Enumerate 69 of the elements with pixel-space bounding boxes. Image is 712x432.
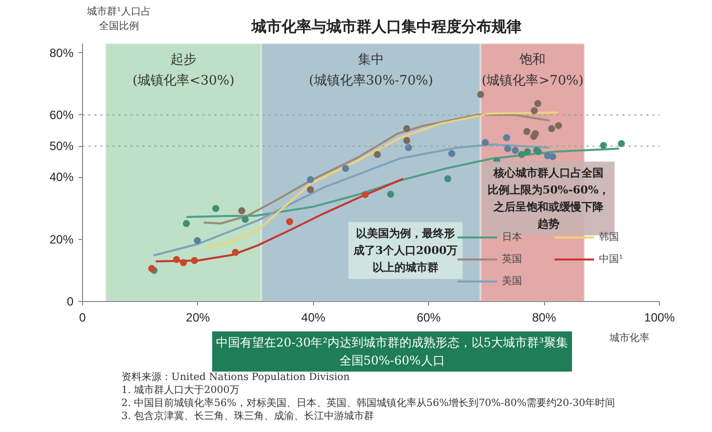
point xyxy=(306,186,314,194)
text: 1. 城市群人口大于2000万 xyxy=(121,384,240,396)
point xyxy=(173,256,180,264)
band-label: 起步(城镇化率<30%) xyxy=(132,52,234,88)
point xyxy=(180,259,187,266)
point xyxy=(194,237,201,244)
band-label: 集中(城镇化率30%-70%) xyxy=(308,52,434,88)
point xyxy=(503,134,510,142)
point xyxy=(549,153,556,160)
point xyxy=(523,128,530,135)
point xyxy=(532,130,539,138)
x-tick-label: 20% xyxy=(186,310,210,324)
x-tick-label: 60% xyxy=(416,310,442,324)
line-series xyxy=(185,148,620,218)
legend-label: 美国 xyxy=(502,274,523,288)
point xyxy=(374,150,381,158)
y-tick-label: 60% xyxy=(49,108,74,122)
y-axis-title: 城市群¹人口占全国比例 xyxy=(86,6,151,32)
point xyxy=(600,142,608,149)
point xyxy=(238,207,246,214)
point xyxy=(518,150,526,158)
point xyxy=(148,265,156,272)
point xyxy=(548,125,556,132)
text: 2. 中国目前城镇化率56%，对标美国、日本、英国、韩国城镇化率从56%增长到70%-80%需要约20-30年时间 xyxy=(121,397,616,409)
point xyxy=(286,218,294,226)
point xyxy=(362,191,369,198)
point xyxy=(232,248,239,256)
text: 3. 包含京津冀、长三角、珠三角、成渝、长江中游城市群 xyxy=(121,410,374,422)
x-tick-label: 40% xyxy=(301,310,326,324)
annotation: 以美国为例，最终形成了3个人口2000万以上的城市群 xyxy=(352,227,458,274)
point xyxy=(482,139,489,146)
y-tick-label: 20% xyxy=(49,232,74,246)
legend-label: 日本 xyxy=(502,230,523,244)
point xyxy=(444,175,452,182)
point xyxy=(190,256,198,264)
point xyxy=(512,146,519,154)
point xyxy=(477,90,484,98)
legend-label: 韩国 xyxy=(599,230,620,244)
point xyxy=(534,100,542,107)
legend-label: 中国¹ xyxy=(599,252,624,266)
legend-label: 英国 xyxy=(502,252,523,266)
x-tick-label: 0 xyxy=(79,310,86,324)
chart-title: 城市化率与城市群人口集中程度分布规律 xyxy=(250,18,522,36)
point xyxy=(405,144,412,152)
text: 资料来源：United Nations Population Division xyxy=(121,371,350,383)
y-tick-label: 40% xyxy=(49,170,74,184)
x-tick-label: 100% xyxy=(644,310,676,324)
point xyxy=(342,164,350,172)
point xyxy=(182,220,190,227)
point xyxy=(618,140,625,148)
point xyxy=(212,205,220,212)
point xyxy=(504,145,512,152)
point xyxy=(306,176,314,184)
point xyxy=(555,122,562,130)
band-label: 饱和(城镇化率>70%) xyxy=(482,52,584,88)
text: 中国有望在20-30年²内达到城市群的成熟形态，以5大城市群³聚集全国50%-60%人口 xyxy=(216,335,568,368)
annotation: 核心城市群人口占全国比例上限为50%-60%，之后呈饱和或缓慢下降趋势 xyxy=(487,166,610,230)
point xyxy=(403,125,410,132)
x-axis-title: 城市化率 xyxy=(608,332,650,344)
point xyxy=(387,190,394,198)
point xyxy=(524,148,531,156)
x-tick-label: 80% xyxy=(532,310,556,324)
point xyxy=(448,150,456,158)
y-tick-label: 50% xyxy=(49,139,74,154)
y-tick-label: 80% xyxy=(49,46,74,60)
point xyxy=(242,216,249,223)
point xyxy=(530,107,538,114)
y-tick-label: 0 xyxy=(66,294,74,308)
point xyxy=(403,136,410,144)
